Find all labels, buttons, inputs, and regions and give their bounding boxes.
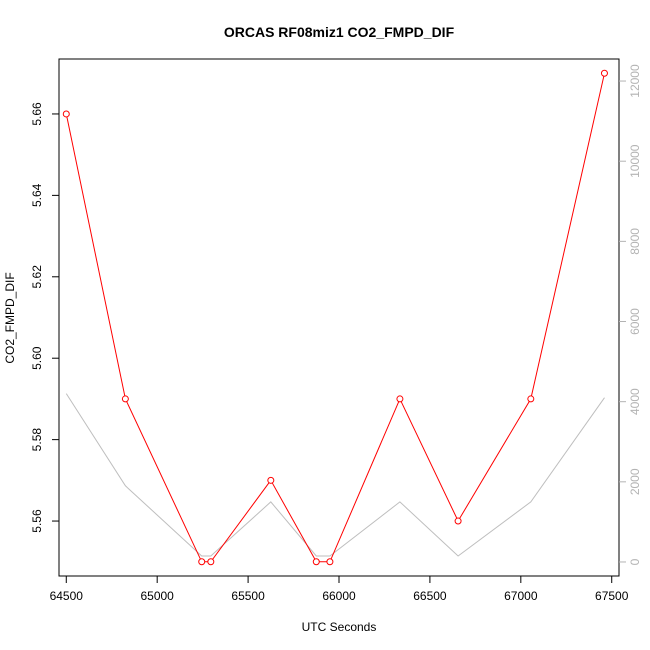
y-tick-label: 5.64 — [30, 183, 44, 207]
data-point — [326, 558, 334, 566]
x-tick-label: 67000 — [504, 589, 538, 603]
x-tick-label: 66500 — [413, 589, 447, 603]
data-point — [121, 395, 129, 403]
y2-tick-label: 4000 — [628, 388, 642, 415]
y2-tick-label: 12000 — [628, 64, 642, 98]
y-axis-label: CO2_FMPD_DIF — [3, 272, 17, 363]
data-point — [312, 558, 320, 566]
data-point — [207, 558, 215, 566]
y-tick-label: 5.62 — [30, 265, 44, 289]
y2-tick-label: 0 — [628, 558, 642, 565]
y-tick-label: 5.58 — [30, 428, 44, 452]
y2-tick-label: 6000 — [628, 308, 642, 335]
y-tick-label: 5.60 — [30, 346, 44, 370]
y2-tick-label: 8000 — [628, 228, 642, 255]
data-point — [454, 517, 462, 525]
x-tick-label: 64500 — [50, 589, 84, 603]
chart-title: ORCAS RF08miz1 CO2_FMPD_DIF — [224, 24, 455, 40]
data-point — [267, 476, 275, 484]
series-line-secondary — [65, 393, 605, 557]
data-point — [198, 558, 206, 566]
plot-area: 64500 65000 65500 66000 66500 67000 67500 5.56 5… — [30, 58, 642, 603]
data-point — [62, 110, 70, 118]
x-tick-label: 65500 — [231, 589, 265, 603]
x-axis-label: UTC Seconds — [302, 620, 377, 634]
y2-tick-label: 10000 — [628, 144, 642, 178]
x-tick-label: 67500 — [595, 589, 629, 603]
data-point — [600, 69, 608, 77]
x-tick-label: 65000 — [140, 589, 174, 603]
y-tick-label: 5.56 — [30, 509, 44, 533]
y-tick-label: 5.66 — [30, 102, 44, 126]
y2-tick-label: 2000 — [628, 468, 642, 495]
data-point — [396, 395, 404, 403]
data-point — [527, 395, 535, 403]
x-tick-label: 66000 — [322, 589, 356, 603]
